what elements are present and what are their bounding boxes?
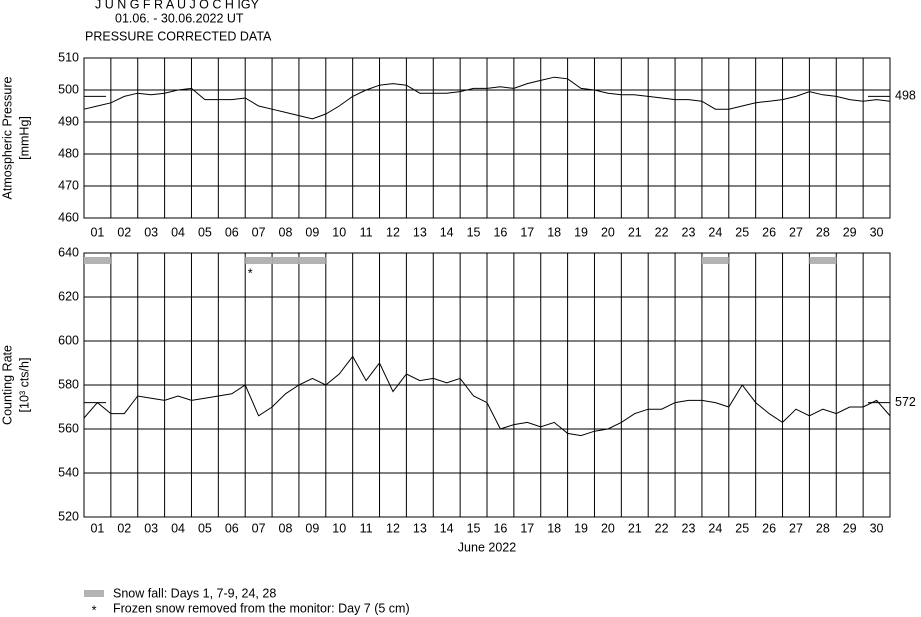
x-tick-label: 27 <box>789 225 803 239</box>
x-tick-label: 11 <box>360 225 373 239</box>
x-tick-label: 01 <box>90 225 104 239</box>
y-axis-unit: [10³ cts/h] <box>17 358 31 413</box>
x-tick-label: 06 <box>225 521 239 535</box>
y-tick-label: 470 <box>58 178 79 192</box>
legend-label: Frozen snow removed from the monitor: Da… <box>113 601 410 615</box>
reference-label: 498 <box>895 89 916 103</box>
y-tick-label: 480 <box>58 146 79 160</box>
x-tick-label: 11 <box>360 521 373 535</box>
y-tick-label: 560 <box>58 421 79 435</box>
x-tick-label: 05 <box>198 225 212 239</box>
x-tick-label: 15 <box>467 521 481 535</box>
x-tick-label: 10 <box>332 521 346 535</box>
x-tick-label: 06 <box>225 225 239 239</box>
y-tick-label: 580 <box>58 377 79 391</box>
x-tick-label: 24 <box>708 225 722 239</box>
legend-marker: * <box>92 603 97 617</box>
y-tick-label: 620 <box>58 289 79 303</box>
x-tick-label: 17 <box>520 521 534 535</box>
chart-heading: PRESSURE CORRECTED DATA <box>85 29 272 43</box>
x-tick-label: 26 <box>762 225 776 239</box>
x-tick-label: 23 <box>682 225 696 239</box>
x-tick-label: 04 <box>171 225 185 239</box>
x-tick-label: 20 <box>601 521 615 535</box>
x-tick-label: 22 <box>655 225 669 239</box>
plot-frame <box>83 252 891 518</box>
snow-bar <box>84 257 111 264</box>
x-tick-label: 12 <box>386 225 400 239</box>
y-tick-label: 510 <box>58 50 79 64</box>
reference-label: 572 <box>895 395 916 409</box>
x-tick-label: 13 <box>413 225 427 239</box>
legend-label: Snow fall: Days 1, 7-9, 24, 28 <box>113 586 276 600</box>
x-tick-label: 26 <box>762 521 776 535</box>
snow-bar <box>809 257 837 264</box>
x-tick-label: 05 <box>198 521 212 535</box>
x-tick-label: 24 <box>708 521 722 535</box>
x-tick-label: 21 <box>628 521 642 535</box>
y-tick-label: 490 <box>58 114 79 128</box>
x-tick-label: 19 <box>574 225 588 239</box>
x-tick-label: 02 <box>117 225 131 239</box>
x-tick-label: 09 <box>305 521 319 535</box>
legend-swatch <box>84 590 104 597</box>
x-tick-label: 27 <box>789 521 803 535</box>
x-tick-label: 07 <box>252 521 266 535</box>
x-tick-label: 18 <box>547 225 561 239</box>
x-tick-label: 07 <box>252 225 266 239</box>
x-tick-label: 28 <box>816 521 830 535</box>
x-tick-label: 25 <box>735 225 749 239</box>
x-tick-label: 08 <box>279 225 293 239</box>
x-axis-title: June 2022 <box>458 540 516 554</box>
x-tick-label: 21 <box>628 225 642 239</box>
y-tick-label: 460 <box>58 210 79 224</box>
x-tick-label: 15 <box>467 225 481 239</box>
y-tick-label: 600 <box>58 333 79 347</box>
snow-bar <box>245 257 273 264</box>
snow-bar <box>272 257 299 264</box>
y-tick-label: 500 <box>58 82 79 96</box>
x-tick-label: 19 <box>574 521 588 535</box>
chart-title: J U N G F R A U J O C H IGY <box>95 0 260 11</box>
data-line <box>83 355 891 437</box>
x-tick-label: 30 <box>870 225 884 239</box>
x-tick-label: 29 <box>843 225 857 239</box>
y-tick-label: 540 <box>58 465 79 479</box>
snow-bar <box>701 257 729 264</box>
x-tick-label: 20 <box>601 225 615 239</box>
x-tick-label: 04 <box>171 521 185 535</box>
x-tick-label: 02 <box>117 521 131 535</box>
x-tick-label: 22 <box>655 521 669 535</box>
x-tick-label: 17 <box>520 225 534 239</box>
x-tick-label: 16 <box>493 521 507 535</box>
x-tick-label: 08 <box>279 521 293 535</box>
x-tick-label: 03 <box>144 225 158 239</box>
y-tick-label: 520 <box>58 509 79 523</box>
snow-marker: * <box>248 266 253 280</box>
y-axis-unit: [mmHg] <box>17 116 31 160</box>
x-tick-label: 14 <box>440 225 454 239</box>
x-tick-label: 25 <box>735 521 749 535</box>
x-tick-label: 14 <box>440 521 454 535</box>
x-tick-label: 28 <box>816 225 830 239</box>
snow-bar <box>298 257 326 264</box>
x-tick-label: 23 <box>682 521 696 535</box>
y-axis-title: Counting Rate <box>0 345 14 425</box>
plot-frame <box>83 57 891 219</box>
x-tick-label: 30 <box>870 521 884 535</box>
data-line <box>83 76 891 120</box>
x-tick-label: 18 <box>547 521 561 535</box>
x-tick-label: 03 <box>144 521 158 535</box>
x-tick-label: 10 <box>332 225 346 239</box>
x-tick-label: 29 <box>843 521 857 535</box>
x-tick-label: 16 <box>493 225 507 239</box>
y-axis-title: Atmospheric Pressure <box>0 76 14 199</box>
x-tick-label: 13 <box>413 521 427 535</box>
x-tick-label: 01 <box>90 521 104 535</box>
y-tick-label: 640 <box>58 245 79 259</box>
x-tick-label: 12 <box>386 521 400 535</box>
x-tick-label: 09 <box>305 225 319 239</box>
chart-subtitle: 01.06. - 30.06.2022 UT <box>115 11 244 25</box>
